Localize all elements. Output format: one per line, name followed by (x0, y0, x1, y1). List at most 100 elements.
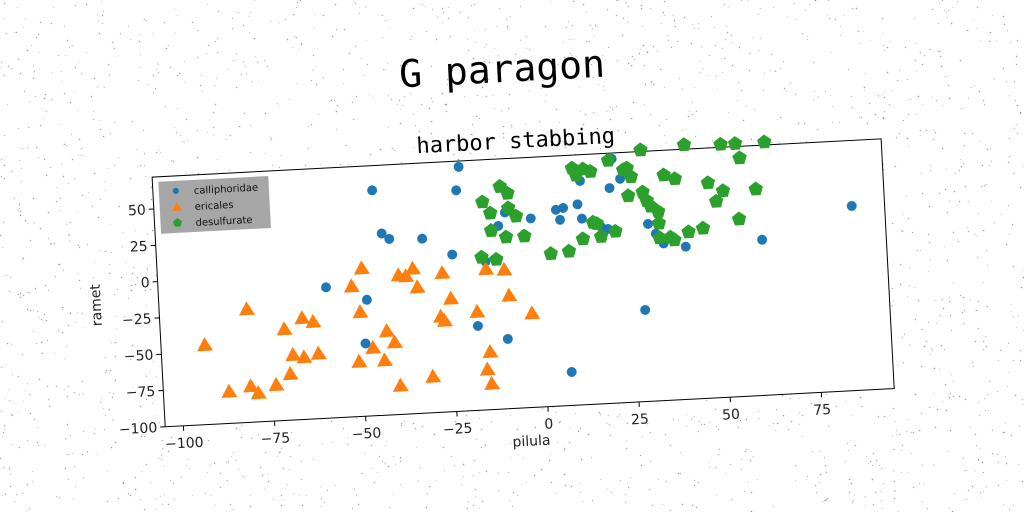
scatter-axes: harbor stabbing −100 −75 −50 −25 0 25 50 75 −10… (88, 124, 895, 453)
calliphoridae-point (757, 234, 768, 245)
legend-marker-desulfurate (172, 218, 182, 227)
y-tick-label: −25 (122, 311, 152, 329)
calliphoridae-point (361, 294, 372, 305)
ericales-point (392, 377, 409, 392)
ericales-point (377, 352, 393, 367)
figure-suptitle: G paragon (398, 42, 606, 97)
desulfurate-point (516, 228, 532, 243)
desulfurate-point (651, 215, 666, 230)
ericales-point (479, 361, 496, 376)
desulfurate-point (633, 142, 648, 157)
ericales-point (478, 261, 495, 276)
ericales-point (294, 310, 311, 325)
y-axis-ticks: −100 −75 −50 −25 0 25 50 (118, 202, 166, 438)
x-tick-label: −50 (351, 425, 381, 443)
ericales-point (221, 383, 238, 398)
ericales-point (501, 287, 518, 302)
y-tick-label: −75 (125, 384, 155, 402)
desulfurate-point (667, 171, 682, 186)
ericales-point (365, 339, 382, 355)
calliphoridae-point (640, 304, 651, 315)
desulfurate-point (667, 232, 682, 247)
y-tick-label: 0 (140, 275, 150, 291)
ericales-point (398, 268, 415, 283)
calliphoridae-point (572, 199, 583, 210)
desulfurate-point (695, 220, 711, 235)
x-axis-ticks: −100 −75 −50 −25 0 25 50 75 (165, 392, 832, 453)
desulfurate-point (713, 136, 728, 151)
calliphoridae-point (502, 333, 513, 344)
desulfurate-point (651, 204, 666, 219)
desulfurate-point (568, 167, 584, 182)
calliphoridae-point (558, 203, 569, 213)
desulfurate-point (508, 208, 524, 223)
ericales-point (405, 260, 422, 275)
ericales-point (282, 366, 299, 381)
calliphoridae-point (525, 213, 536, 224)
calliphoridae-point (360, 338, 371, 349)
calliphoridae-point (376, 228, 387, 239)
x-tick-label: −25 (443, 421, 473, 439)
legend-box (158, 176, 271, 234)
ericales-point (425, 368, 442, 383)
desulfurate-point (500, 185, 515, 200)
calliphoridae-point (472, 321, 483, 331)
legend-marker-calliphoridae (172, 187, 179, 194)
calliphoridae-point (453, 161, 464, 172)
desulfurate-point (757, 134, 772, 149)
desulfurate-point (731, 211, 747, 226)
y-tick-label: −100 (118, 420, 157, 438)
ericales-point (524, 305, 541, 320)
desulfurate-point (500, 200, 516, 215)
calliphoridae-point (680, 241, 691, 252)
desulfurate-point (608, 223, 623, 238)
ericales-point (351, 353, 368, 368)
x-tick-label: 0 (544, 416, 554, 432)
ericales-point (296, 349, 313, 364)
desulfurate-point (715, 183, 731, 198)
legend-label-desulfurate: desulfurate (195, 215, 252, 229)
desulfurate-point (561, 243, 577, 258)
ericales-point (379, 323, 396, 338)
ericales-point (250, 385, 267, 400)
desulfurate-point (676, 137, 692, 152)
x-tick-label: −75 (260, 430, 290, 448)
desulfurate-point (474, 249, 489, 264)
desulfurate-point (583, 163, 598, 178)
ericales-point (276, 321, 293, 336)
desulfurate-point (483, 223, 499, 238)
calliphoridae-point (566, 367, 577, 377)
desulfurate-point (543, 246, 558, 261)
ericales-point (352, 304, 369, 319)
desulfurate-point (748, 181, 763, 196)
desulfurate-point (498, 229, 514, 244)
legend: calliphoridae ericales desulfurate (158, 176, 271, 234)
calliphoridae-point (417, 233, 428, 244)
ericales-point (343, 278, 360, 293)
plot-area (151, 138, 895, 428)
desulfurate-point (708, 193, 724, 208)
calliphoridae-point (384, 233, 395, 244)
calliphoridae-point (643, 218, 653, 229)
y-tick-label: 25 (130, 239, 149, 256)
desulfurate-point (589, 216, 604, 231)
calliphoridae-point (321, 282, 331, 293)
calliphoridae-point (367, 185, 378, 196)
ericales-point (482, 343, 499, 359)
desulfurate-point (488, 251, 504, 266)
calliphoridae-point (451, 185, 462, 196)
desulfurate-point (475, 194, 490, 209)
calliphoridae-point (604, 183, 615, 194)
desulfurate-point (620, 188, 636, 203)
desulfurate-point (727, 136, 743, 150)
ericales-point (285, 346, 302, 362)
data-points (197, 134, 857, 400)
x-axis-label: pilula (512, 433, 551, 451)
desulfurate-point (732, 150, 747, 165)
calliphoridae-point (846, 200, 857, 211)
desulfurate-point (652, 230, 667, 245)
ericales-point (434, 264, 451, 280)
ericales-point (239, 301, 256, 316)
ericales-point (469, 303, 486, 319)
